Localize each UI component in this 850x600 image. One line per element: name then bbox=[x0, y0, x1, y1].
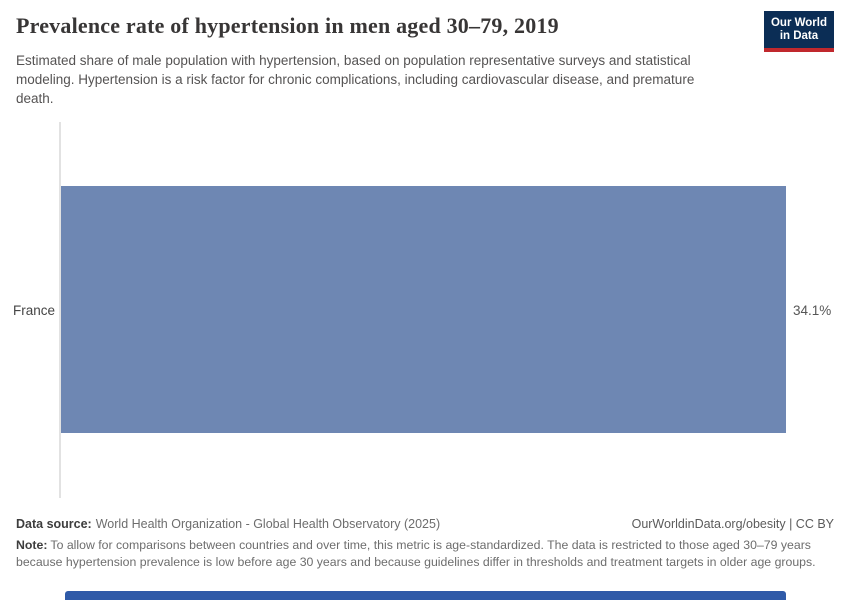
owid-logo-line1: Our World bbox=[770, 17, 827, 29]
owid-logo[interactable]: Our World in Data bbox=[763, 11, 834, 52]
data-source-label: Data source: bbox=[16, 517, 92, 531]
data-source-value: World Health Organization - Global Healt… bbox=[95, 517, 441, 531]
attribution-link[interactable]: OurWorldinData.org/obesity | CC BY bbox=[631, 517, 834, 531]
chart-title: Prevalence rate of hypertension in men a… bbox=[16, 13, 559, 38]
bar-value-label: 34.1% bbox=[793, 303, 832, 318]
source-row: Data source: World Health Organization - … bbox=[16, 517, 834, 531]
note-text: To allow for comparisons between countri… bbox=[16, 538, 816, 569]
y-axis-line bbox=[59, 122, 61, 498]
bar-france bbox=[61, 186, 786, 433]
bottom-timeline-strip bbox=[65, 591, 786, 600]
plot-area bbox=[61, 186, 786, 433]
data-source: Data source: World Health Organization - … bbox=[16, 517, 440, 531]
note-label: Note: bbox=[16, 538, 48, 552]
entity-label-france: France bbox=[12, 303, 55, 318]
chart-footer: Data source: World Health Organization - … bbox=[16, 517, 834, 571]
chart-subtitle: Estimated share of male population with … bbox=[16, 53, 695, 106]
owid-logo-line2: in Data bbox=[779, 30, 819, 42]
note: Note: To allow for comparisons between co… bbox=[16, 537, 834, 571]
